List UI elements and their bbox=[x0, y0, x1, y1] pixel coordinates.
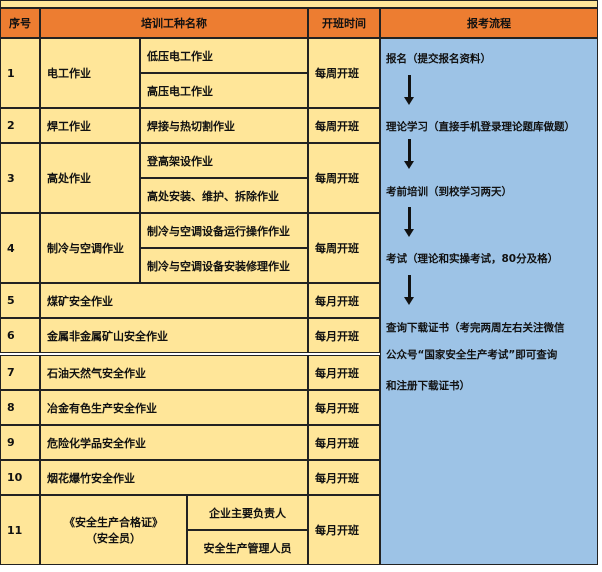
flow-step-3: 考前培训（到校学习两天） bbox=[386, 186, 512, 198]
row-seq: 8 bbox=[0, 390, 40, 425]
flow-step-2: 理论学习（直接手机登录理论题库做题） bbox=[386, 121, 575, 133]
row-time: 每月开班 bbox=[308, 355, 380, 390]
row-name: 危险化学品安全作业 bbox=[40, 425, 308, 460]
row-name: 金属非金属矿山安全作业 bbox=[40, 318, 308, 353]
row-seq: 11 bbox=[0, 495, 40, 565]
flow-step-5: 查询下载证书（考完两周左右关注微信 bbox=[386, 322, 565, 334]
row-sub-item: 安全生产管理人员 bbox=[187, 530, 308, 565]
row-name: 《安全生产合格证》 （安全员） bbox=[40, 495, 187, 565]
cropped-top-row bbox=[0, 0, 598, 8]
row-sub-item: 制冷与空调设备安装修理作业 bbox=[140, 248, 308, 283]
header-name: 培训工种名称 bbox=[40, 8, 308, 38]
row-name: 煤矿安全作业 bbox=[40, 283, 308, 318]
header-time: 开班时间 bbox=[308, 8, 380, 38]
header-seq: 序号 bbox=[0, 8, 40, 38]
row-sub-item: 登高架设作业 bbox=[140, 143, 308, 178]
row-seq: 4 bbox=[0, 213, 40, 283]
flow-step-5-line2: 公众号“国家安全生产考试”即可查询 bbox=[386, 349, 558, 361]
row-sub-item: 焊接与热切割作业 bbox=[140, 108, 308, 143]
header-flow: 报考流程 bbox=[380, 8, 598, 38]
row-sub-item: 低压电工作业 bbox=[140, 38, 308, 73]
flow-panel: 报名（提交报名资料） 理论学习（直接手机登录理论题库做题） 考前培训（到校学习两… bbox=[380, 38, 598, 565]
row-time: 每月开班 bbox=[308, 318, 380, 353]
row-name-line: （安全员） bbox=[86, 532, 141, 545]
arrow-down-icon bbox=[404, 207, 414, 237]
row-name: 高处作业 bbox=[40, 143, 140, 213]
arrow-down-icon bbox=[404, 75, 414, 105]
row-seq: 6 bbox=[0, 318, 40, 353]
row-name-line: 《安全生产合格证》 bbox=[64, 516, 163, 529]
row-time: 每周开班 bbox=[308, 143, 380, 213]
row-sub-item: 高压电工作业 bbox=[140, 73, 308, 108]
row-sub-item: 企业主要负责人 bbox=[187, 495, 308, 530]
row-name: 石油天然气安全作业 bbox=[40, 355, 308, 390]
row-seq: 3 bbox=[0, 143, 40, 213]
row-seq: 1 bbox=[0, 38, 40, 108]
flow-step-1: 报名（提交报名资料） bbox=[386, 53, 491, 65]
row-time: 每月开班 bbox=[308, 460, 380, 495]
row-sub-item: 高处安装、维护、拆除作业 bbox=[140, 178, 308, 213]
row-time: 每周开班 bbox=[308, 38, 380, 108]
row-name: 焊工作业 bbox=[40, 108, 140, 143]
row-name: 烟花爆竹安全作业 bbox=[40, 460, 308, 495]
arrow-down-icon bbox=[404, 275, 414, 305]
arrow-down-icon bbox=[404, 139, 414, 169]
row-sub-item: 制冷与空调设备运行操作作业 bbox=[140, 213, 308, 248]
row-time: 每周开班 bbox=[308, 108, 380, 143]
flow-step-5-line3: 和注册下载证书） bbox=[386, 380, 470, 392]
row-name: 电工作业 bbox=[40, 38, 140, 108]
row-seq: 2 bbox=[0, 108, 40, 143]
flow-step-4: 考试（理论和实操考试，80分及格） bbox=[386, 253, 559, 265]
row-time: 每月开班 bbox=[308, 390, 380, 425]
row-seq: 9 bbox=[0, 425, 40, 460]
row-seq: 5 bbox=[0, 283, 40, 318]
row-time: 每月开班 bbox=[308, 283, 380, 318]
row-time: 每月开班 bbox=[308, 495, 380, 565]
row-seq: 7 bbox=[0, 355, 40, 390]
row-seq: 10 bbox=[0, 460, 40, 495]
row-name: 制冷与空调作业 bbox=[40, 213, 140, 283]
row-name: 冶金有色生产安全作业 bbox=[40, 390, 308, 425]
row-time: 每周开班 bbox=[308, 213, 380, 283]
row-time: 每月开班 bbox=[308, 425, 380, 460]
